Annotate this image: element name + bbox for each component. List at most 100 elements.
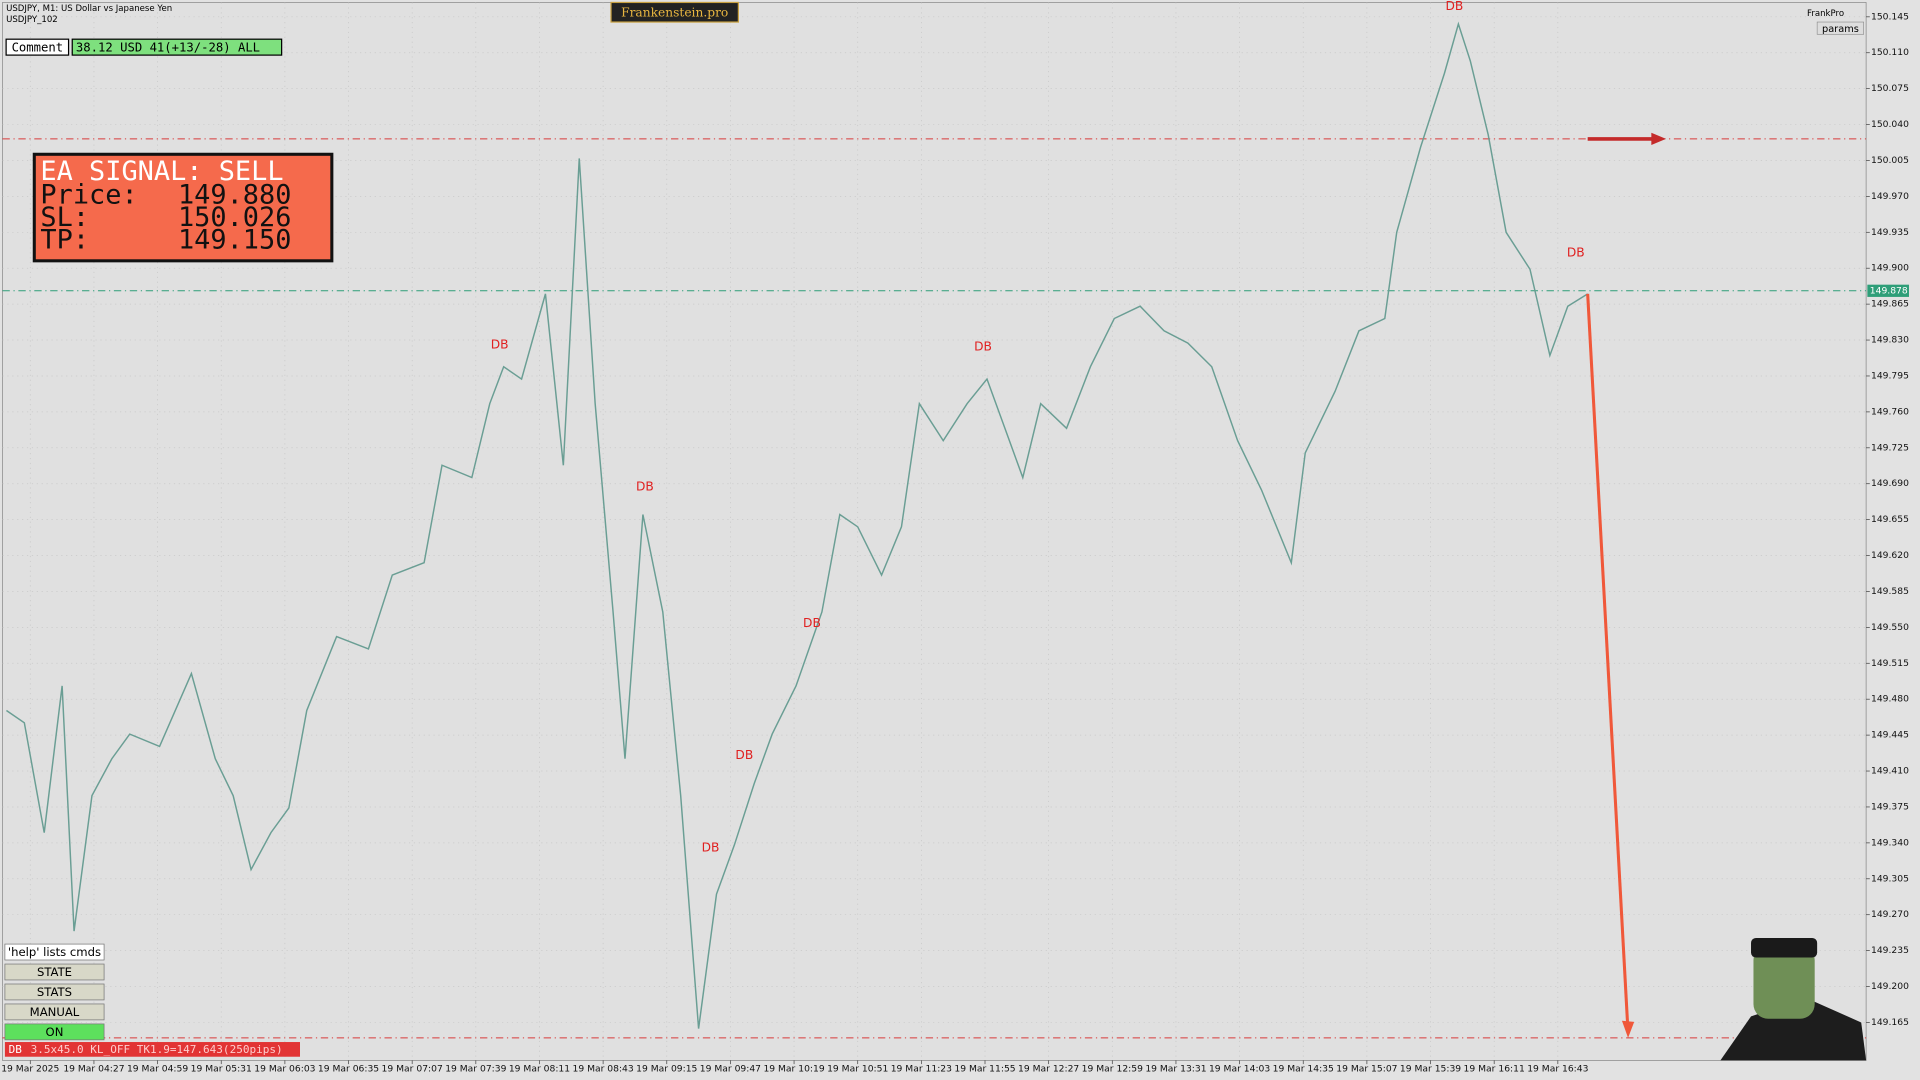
command-button[interactable] (4, 1023, 105, 1041)
signal-title: EA SIGNAL: SELL (40, 156, 283, 187)
y-tick-label: 149.375 (1871, 801, 1909, 812)
x-tick-label: 19 Mar 13:31 (1145, 1063, 1206, 1074)
signal-value: 150.026 (178, 202, 291, 233)
signal-box (32, 152, 334, 263)
db-label: DB (735, 748, 753, 762)
comment-text: 38.12 USD 41(+13/-28) ALL (76, 40, 260, 54)
y-tick-label: 149.410 (1871, 766, 1909, 777)
y-tick-label: 149.270 (1871, 909, 1909, 920)
y-tick-label: 149.200 (1871, 981, 1909, 992)
signal-value: 149.880 (178, 179, 291, 210)
brand-box (610, 1, 739, 23)
x-tick-label: 19 Mar 12:27 (1018, 1063, 1079, 1074)
y-tick-label: 149.725 (1871, 442, 1909, 453)
command-button-label[interactable]: ON (46, 1025, 64, 1039)
y-tick-label: 149.480 (1871, 694, 1909, 705)
y-tick-label: 150.075 (1871, 83, 1909, 94)
params-button[interactable] (1816, 21, 1864, 35)
y-tick-label: 149.970 (1871, 191, 1909, 202)
y-tick-label: 150.040 (1871, 119, 1909, 130)
x-tick-label: 19 Mar 12:59 (1082, 1063, 1143, 1074)
y-tick-label: 149.515 (1871, 658, 1909, 669)
status-text: 3.5x45.0 KL_OFF TK1.9=147.643(250pips) (31, 1043, 283, 1056)
x-tick-label: 19 Mar 07:07 (382, 1063, 443, 1074)
account: FrankPro (1807, 9, 1844, 19)
x-tick-label: 19 Mar 15:07 (1336, 1063, 1397, 1074)
command-button-label[interactable]: 'help' lists cmds (8, 945, 101, 959)
y-tick-label: 149.620 (1871, 550, 1909, 561)
db-label: DB (1445, 0, 1463, 13)
arrow-head (1621, 1020, 1635, 1038)
mascot-body (1720, 997, 1867, 1061)
db-label: DB (491, 338, 509, 352)
command-button[interactable] (4, 1003, 105, 1021)
x-tick-label: 19 Mar 08:43 (572, 1063, 633, 1074)
command-button-label[interactable]: STATS (37, 985, 72, 999)
x-tick-label: 19 Mar 04:27 (63, 1063, 124, 1074)
signal-value: 149.150 (178, 225, 291, 256)
comment-text-box (71, 38, 283, 56)
command-button-label[interactable]: STATE (37, 965, 72, 979)
params-label[interactable]: params (1822, 24, 1859, 35)
y-tick-label: 149.340 (1871, 837, 1909, 848)
price-line (6, 21, 1589, 1029)
y-tick-label: 149.165 (1871, 1017, 1909, 1028)
y-tick-label: 149.235 (1871, 945, 1909, 956)
y-tick-label: 149.305 (1871, 873, 1909, 884)
y-tick-label: 149.830 (1871, 335, 1909, 346)
mascot (1720, 937, 1867, 1061)
y-tick-label: 149.900 (1871, 263, 1909, 274)
template-label: USDJPY_102 (6, 15, 58, 25)
x-tick-label: 19 Mar 15:39 (1400, 1063, 1461, 1074)
db-label: DB (803, 616, 821, 630)
command-button[interactable] (4, 943, 105, 961)
symbol-label: USDJPY, M1: US Dollar vs Japanese Yen (6, 4, 172, 14)
x-tick-label: 19 Mar 16:43 (1527, 1063, 1588, 1074)
x-tick-label: 19 Mar 14:35 (1273, 1063, 1334, 1074)
status-tag: DB (9, 1043, 23, 1056)
y-tick-label: 149.760 (1871, 406, 1909, 417)
db-label: DB (974, 340, 992, 354)
x-tick-label: 19 Mar 05:31 (191, 1063, 252, 1074)
x-tick-label: 19 Mar 06:03 (254, 1063, 315, 1074)
status-bar (4, 1042, 301, 1057)
command-button[interactable] (4, 983, 105, 1001)
x-tick-label: 19 Mar 09:15 (636, 1063, 697, 1074)
signal-field: SL: (40, 202, 89, 233)
price-tag (1867, 284, 1909, 297)
y-tick-label: 149.690 (1871, 478, 1909, 489)
y-tick-label: 149.445 (1871, 730, 1909, 741)
y-tick-label: 149.795 (1871, 370, 1909, 381)
x-tick-label: 19 Mar 08:11 (509, 1063, 570, 1074)
price-tag-label: 149.878 (1870, 285, 1908, 296)
mascot-hair (1751, 937, 1818, 958)
signal-field: Price: (40, 179, 137, 210)
y-tick-label: 149.585 (1871, 586, 1909, 597)
x-tick-label: 19 Mar 10:19 (763, 1063, 824, 1074)
x-tick-label: 19 Mar 06:35 (318, 1063, 379, 1074)
y-tick-label: 149.935 (1871, 227, 1909, 238)
db-label: DB (636, 479, 654, 493)
command-button-label[interactable]: MANUAL (30, 1005, 80, 1019)
y-tick-label: 150.005 (1871, 155, 1909, 166)
x-tick-label: 19 Mar 11:23 (891, 1063, 952, 1074)
command-button[interactable] (4, 963, 105, 981)
comment-label-box (5, 38, 70, 56)
sl-arrow-head (1651, 132, 1667, 146)
mascot-face (1753, 945, 1815, 1019)
db-label: DB (1567, 245, 1585, 259)
x-tick-label: 19 Mar 07:39 (445, 1063, 506, 1074)
brand: Frankenstein.pro (621, 5, 728, 19)
y-tick-label: 149.655 (1871, 514, 1909, 525)
y-tick-label: 150.145 (1871, 11, 1909, 22)
projection-arrow (1586, 293, 1630, 1034)
comment-label: Comment (12, 40, 64, 54)
x-tick-label: 19 Mar 09:47 (700, 1063, 761, 1074)
x-tick-label: 19 Mar 16:11 (1464, 1063, 1525, 1074)
x-tick-label: 19 Mar 10:51 (827, 1063, 888, 1074)
db-label: DB (702, 840, 720, 854)
signal-field: TP: (40, 225, 89, 256)
x-tick-label: 19 Mar 14:03 (1209, 1063, 1270, 1074)
x-tick-label: 19 Mar 11:55 (954, 1063, 1015, 1074)
